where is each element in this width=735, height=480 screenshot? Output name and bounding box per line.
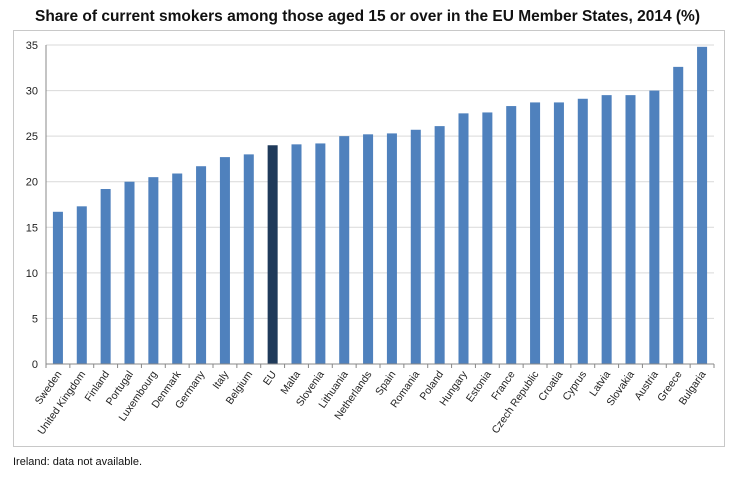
y-tick-label: 0: [32, 359, 38, 371]
bar: [506, 106, 517, 365]
bar: [339, 136, 350, 364]
y-tick-label: 35: [26, 40, 38, 52]
bar: [386, 133, 397, 364]
x-tick-label: Cyprus: [560, 369, 589, 403]
x-tick-label: Estonia: [464, 369, 494, 405]
chart-title: Share of current smokers among those age…: [35, 8, 700, 25]
y-tick-label: 25: [26, 131, 38, 143]
bar: [530, 102, 541, 365]
footnote: Ireland: data not available.: [13, 456, 143, 468]
bar: [243, 154, 254, 364]
bar: [196, 166, 207, 364]
y-tick-label: 5: [32, 313, 38, 325]
bar: [625, 95, 636, 364]
bar: [100, 189, 111, 364]
y-tick-label: 15: [26, 222, 38, 234]
bar: [697, 46, 708, 365]
bar: [553, 102, 564, 365]
bar: [601, 95, 612, 364]
bar: [458, 113, 469, 364]
chart-area: 0 5 10 15 20 25 30 35 Sweden United Kingdom Finlan…: [13, 30, 725, 447]
bar: [219, 157, 230, 364]
bar: [649, 90, 660, 365]
bar: [267, 145, 278, 364]
bar: [363, 134, 374, 364]
bar: [76, 206, 87, 364]
x-tick-label: EU: [261, 369, 279, 388]
bar: [124, 181, 135, 364]
bar: [482, 112, 493, 365]
bar: [673, 66, 684, 365]
bar: [434, 126, 445, 364]
y-tick-label: 10: [26, 268, 38, 280]
bar: [410, 129, 421, 364]
bar: [315, 143, 326, 364]
y-tick-label: 30: [26, 86, 38, 98]
y-tick-label: 20: [26, 177, 38, 189]
x-tick-label: Italy: [211, 368, 232, 391]
bar: [291, 144, 302, 364]
x-tick-label: Croatia: [536, 369, 565, 404]
bar: [52, 211, 63, 364]
bar: [148, 177, 159, 364]
bar: [172, 173, 183, 364]
bar: [577, 98, 588, 364]
